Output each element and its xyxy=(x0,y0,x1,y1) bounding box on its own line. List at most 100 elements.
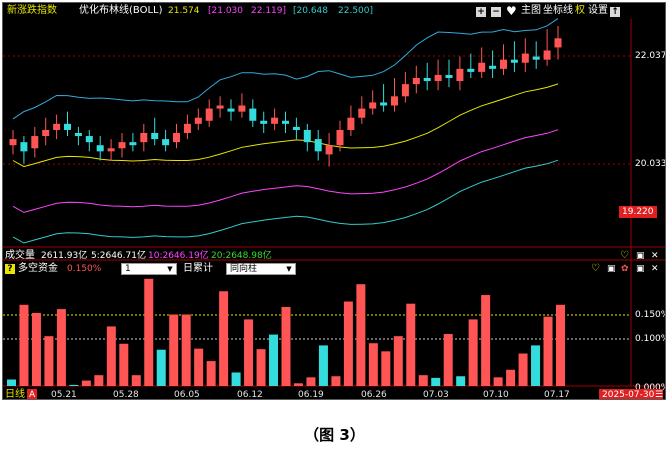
volume-ma10: 10:2646.19亿 xyxy=(148,251,209,261)
sub-panel-title: 多空资金 xyxy=(18,263,58,274)
money-flow-bar xyxy=(406,303,416,386)
date-tick: 05.28 xyxy=(113,390,139,400)
boll-value: [20.648 xyxy=(293,6,329,16)
moving-average-line xyxy=(12,83,559,168)
date-tick: 07.03 xyxy=(423,390,449,400)
heart-outline-icon[interactable]: ♡ xyxy=(591,263,600,274)
panel-close-icon[interactable]: ✕ xyxy=(651,251,659,261)
candle-body xyxy=(336,129,344,146)
date-tick: 07.10 xyxy=(483,390,509,400)
candle-body xyxy=(260,120,268,124)
candle-body xyxy=(9,139,17,146)
candle-body xyxy=(74,133,82,137)
candle-body xyxy=(151,133,159,140)
candle-body xyxy=(423,78,431,82)
zoom-in-button[interactable]: + xyxy=(476,7,486,17)
zoom-out-button[interactable]: − xyxy=(491,7,501,17)
candle-body xyxy=(500,59,507,69)
money-flow-bar xyxy=(131,375,141,386)
money-flow-bar xyxy=(556,304,565,386)
upper-band-line xyxy=(12,18,559,120)
sub-axis-label-0150: 0.150% xyxy=(635,310,666,320)
chevron-down-icon: ▼ xyxy=(167,265,173,273)
settings-button[interactable]: 设置 xyxy=(588,5,608,16)
money-flow-bar xyxy=(144,278,154,386)
candle-body xyxy=(238,105,246,112)
date-tick: 06.12 xyxy=(237,390,263,400)
candle-body xyxy=(554,38,562,48)
money-flow-bar xyxy=(19,304,29,386)
indicator-name[interactable]: 优化布林线(BOLL) xyxy=(79,5,163,16)
money-flow-bar xyxy=(156,349,166,386)
price-label-mid: 20.033 xyxy=(635,159,666,169)
money-flow-bar xyxy=(119,343,129,386)
panel-restore-icon[interactable]: ▣ xyxy=(607,264,616,274)
candle-body xyxy=(64,123,71,130)
candle-body xyxy=(162,139,170,146)
heart-outline-icon[interactable]: ♡ xyxy=(620,250,629,261)
rights-button[interactable]: 权 xyxy=(575,5,585,16)
money-flow-bar xyxy=(293,383,303,386)
price-label-top: 22.037 xyxy=(635,51,666,61)
index-name[interactable]: 新涨跌指数 xyxy=(7,5,57,16)
candle-body xyxy=(347,117,355,130)
period-label: 日累计 xyxy=(183,263,213,274)
price-chart xyxy=(3,18,665,387)
money-flow-bar xyxy=(381,351,391,386)
candle-body xyxy=(118,142,126,149)
money-flow-bar xyxy=(368,343,378,386)
panel-restore-icon[interactable]: ▣ xyxy=(636,264,645,274)
money-flow-bar xyxy=(531,345,541,386)
candle-body xyxy=(42,129,50,137)
money-flow-bar xyxy=(506,369,516,386)
money-flow-bar xyxy=(518,353,528,386)
money-flow-bar xyxy=(456,376,466,386)
candle-body xyxy=(521,53,529,63)
date-tick: 06.19 xyxy=(298,390,324,400)
favorite-heart-icon[interactable]: ♥ xyxy=(506,4,517,18)
candle-body xyxy=(456,68,464,82)
candle-body xyxy=(478,62,486,72)
current-price-label: 19.220 xyxy=(619,206,657,218)
main-chart-button[interactable]: 主图 xyxy=(521,5,541,16)
boll-value: [21.030 xyxy=(208,6,244,16)
candle-body xyxy=(227,108,235,112)
date-tick: 06.26 xyxy=(361,390,387,400)
candle-body xyxy=(216,105,224,109)
bar-mode-select[interactable]: 同向柱 ▼ xyxy=(226,263,296,275)
money-flow-bar xyxy=(343,301,353,386)
money-flow-bar xyxy=(244,319,254,386)
money-flow-bar xyxy=(543,316,553,386)
axis-line-button[interactable]: 坐标线 xyxy=(543,5,573,16)
collapse-up-button[interactable]: ↑ xyxy=(610,7,620,17)
candle-body xyxy=(489,65,497,69)
money-flow-bar xyxy=(194,348,204,386)
panel-restore-icon[interactable]: ▣ xyxy=(636,251,645,261)
candle-body xyxy=(303,129,311,143)
menu-icon[interactable]: ☰ xyxy=(655,389,664,400)
candle-body xyxy=(173,133,180,143)
money-flow-bar xyxy=(443,334,453,386)
chevron-down-icon: ▼ xyxy=(286,265,292,273)
money-flow-bar xyxy=(31,312,41,386)
current-date-badge: 2025-07-30 xyxy=(599,389,658,399)
param-select-value: 1 xyxy=(125,264,131,274)
panel-close-icon[interactable]: ✕ xyxy=(651,264,659,274)
candle-body xyxy=(194,117,202,124)
money-flow-bar xyxy=(281,306,291,386)
period-daily-button[interactable]: 日线 xyxy=(5,389,25,400)
money-flow-bar xyxy=(56,309,66,386)
adjust-a-button[interactable]: A xyxy=(27,389,38,400)
money-flow-bar xyxy=(393,336,403,386)
param-select[interactable]: 1 ▼ xyxy=(121,263,177,275)
candle-body xyxy=(140,133,148,143)
boll-value: 22.500] xyxy=(338,6,374,16)
candle-body xyxy=(249,108,257,121)
candle-body xyxy=(282,120,289,124)
candle-body xyxy=(20,142,28,152)
figure-caption: （图 3） xyxy=(304,426,365,444)
help-button[interactable]: ? xyxy=(5,264,15,274)
candle-body xyxy=(205,108,213,121)
indicator-settings-icon[interactable]: ✿ xyxy=(621,264,629,274)
money-flow-bar xyxy=(69,384,79,386)
